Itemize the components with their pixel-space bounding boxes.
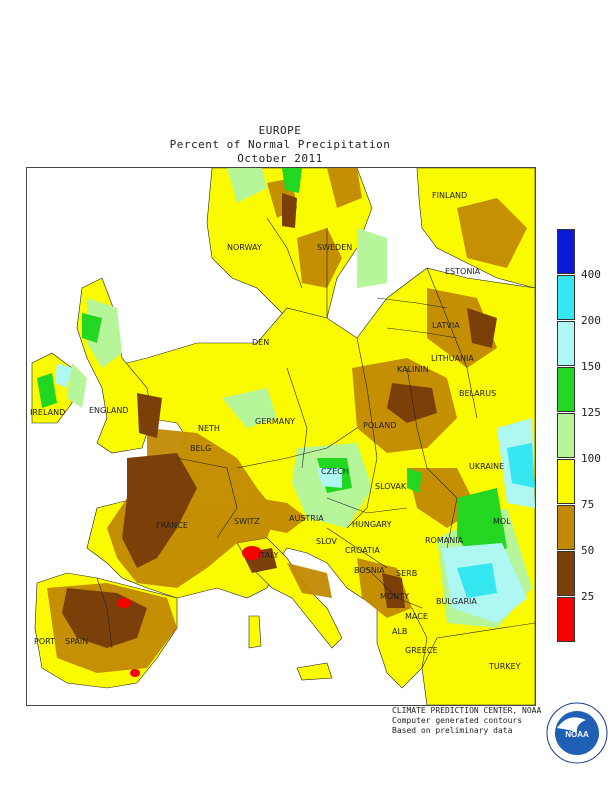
country-labels: FINLAND NORWAY SWEDEN ESTONIA LATVIA LIT… <box>30 191 521 671</box>
noaa-logo: NOAA <box>546 702 608 764</box>
label-greece: GREECE <box>405 646 438 655</box>
label-germany: GERMANY <box>255 417 295 426</box>
label-den: DEN <box>252 338 269 347</box>
legend-label-400: 400 <box>581 268 601 281</box>
label-latvia: LATVIA <box>432 321 460 330</box>
noaa-logo-text: NOAA <box>565 730 589 739</box>
label-ukraine: UKRAINE <box>469 462 504 471</box>
map-title-block: EUROPE Percent of Normal Precipitation O… <box>0 124 560 166</box>
legend-label-100: 100 <box>581 452 601 465</box>
label-alb: ALB <box>392 627 407 636</box>
legend-box-below-25 <box>557 597 575 642</box>
label-italy: ITALY <box>258 551 278 560</box>
map-title-region: EUROPE <box>258 124 302 137</box>
label-serb: SERB <box>396 569 417 578</box>
legend-box-25-50 <box>557 551 575 596</box>
country-borders <box>96 217 478 649</box>
legend-box-125-150 <box>557 367 575 412</box>
legend-box-75-100 <box>557 459 575 504</box>
label-france: FRANCE <box>156 521 188 530</box>
label-lithuania: LITHUANIA <box>431 354 474 363</box>
label-belg: BELG <box>190 444 211 453</box>
label-port: PORT <box>34 637 55 646</box>
zone-below-25 <box>117 546 262 677</box>
label-austria: AUSTRIA <box>289 514 324 523</box>
label-hungary: HUNGARY <box>352 520 392 529</box>
precipitation-map: FINLAND NORWAY SWEDEN ESTONIA LATVIA LIT… <box>26 167 536 706</box>
land-greece <box>376 607 428 689</box>
credit-source: CLIMATE PREDICTION CENTER, NOAA <box>392 706 542 715</box>
label-czech: CZECH <box>321 467 349 476</box>
legend-label-75: 75 <box>581 498 595 511</box>
legend-label-200: 200 <box>581 314 601 327</box>
credit-note: Based on preliminary data <box>392 726 513 735</box>
label-romania: ROMANIA <box>425 536 464 545</box>
label-monty: MONTY <box>380 592 409 601</box>
land-corsica <box>248 615 262 649</box>
legend-box-above-400 <box>557 229 575 274</box>
label-neth: NETH <box>198 424 220 433</box>
label-slov: SLOV <box>316 537 337 546</box>
zone-200-400 <box>457 443 535 598</box>
legend-label-150: 150 <box>581 360 601 373</box>
legend-box-200-400 <box>557 275 575 320</box>
label-kalinin: KALININ <box>397 365 429 374</box>
map-title-period: October 2011 <box>237 152 323 165</box>
label-slovak: SLOVAK <box>375 482 407 491</box>
label-mace: MACE <box>405 612 428 621</box>
legend-label-50: 50 <box>581 544 595 557</box>
land-turkey <box>421 622 535 705</box>
legend-label-25: 25 <box>581 590 595 603</box>
label-sweden: SWEDEN <box>317 243 352 252</box>
label-mol: MOL <box>493 517 511 526</box>
label-england: ENGLAND <box>89 406 129 415</box>
credits-block: CLIMATE PREDICTION CENTER, NOAA Computer… <box>392 706 541 736</box>
label-ireland: IRELAND <box>30 408 65 417</box>
precipitation-legend <box>557 229 575 643</box>
label-poland: POLAND <box>363 421 396 430</box>
label-turkey: TURKEY <box>488 662 521 671</box>
land-sicily <box>296 662 333 681</box>
legend-box-150-200 <box>557 321 575 366</box>
label-spain: SPAIN <box>65 637 88 646</box>
label-bosnia: BOSNIA <box>354 566 385 575</box>
label-estonia: ESTONIA <box>445 267 481 276</box>
credit-method: Computer generated contours <box>392 716 523 725</box>
label-norway: NORWAY <box>227 243 262 252</box>
label-belarus: BELARUS <box>459 389 496 398</box>
legend-label-125: 125 <box>581 406 601 419</box>
label-croatia: CROATIA <box>345 546 380 555</box>
map-canvas: FINLAND NORWAY SWEDEN ESTONIA LATVIA LIT… <box>30 168 535 705</box>
label-bulgaria: BULGARIA <box>436 597 477 606</box>
label-finland: FINLAND <box>432 191 467 200</box>
legend-box-100-125 <box>557 413 575 458</box>
label-switz: SWITZ <box>234 517 260 526</box>
legend-box-50-75 <box>557 505 575 550</box>
map-title-metric: Percent of Normal Precipitation <box>169 138 391 151</box>
